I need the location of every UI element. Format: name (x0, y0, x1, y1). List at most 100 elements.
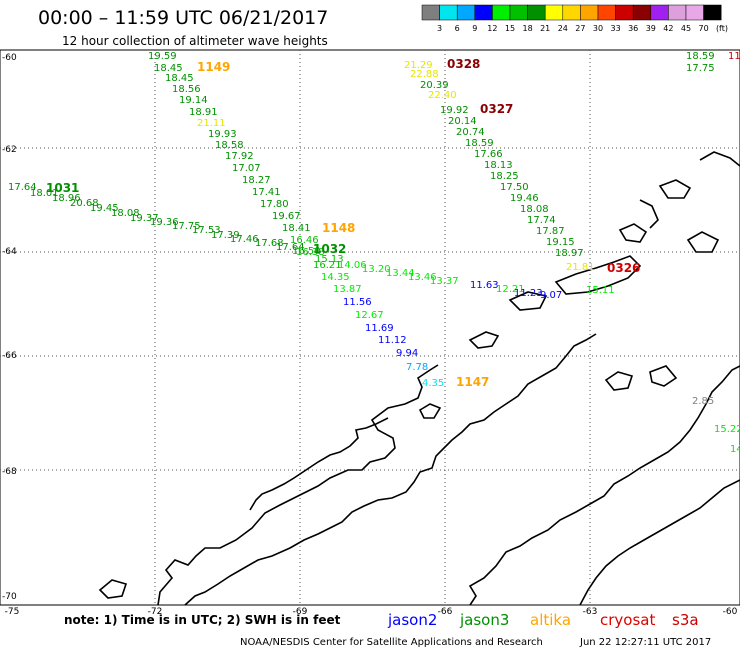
colorbar-swatch (632, 4, 652, 21)
wave-height-label: 15.13 (315, 254, 344, 265)
wave-height-label: 18.45 (154, 63, 183, 74)
longitude-tick-labels: -75 -72 -69 -66 -63 -60 (5, 607, 738, 617)
wave-height-label: 17.64 (8, 182, 37, 193)
lon-tick-label: -66 (438, 607, 453, 617)
wave-height-label: 11 (728, 51, 740, 62)
colorbar-swatch (597, 4, 616, 21)
colorbar-swatch (492, 4, 511, 21)
wave-height-label: 17.74 (527, 215, 556, 226)
wave-height-label: 19.59 (148, 51, 177, 62)
pass-time-label: 0327 (480, 102, 513, 116)
wave-height-label: 18.13 (484, 160, 513, 171)
lat-tick-label: -66 (2, 351, 17, 361)
lon-tick-label: -69 (293, 607, 308, 617)
satellite-legend-item: cryosat (600, 611, 655, 629)
graticule (0, 50, 740, 605)
wave-height-label: 17.64 (276, 242, 305, 253)
satellite-legend-item: altika (530, 611, 571, 629)
colorbar-swatch (456, 4, 476, 21)
wave-height-label: 17.87 (536, 226, 565, 237)
wave-height-label: 19.92 (440, 105, 469, 116)
wave-height-label: 13.20 (362, 264, 391, 275)
wave-height-label: 17.66 (474, 149, 503, 160)
colorbar-swatch (650, 4, 669, 21)
wave-height-label: 18.41 (282, 223, 311, 234)
wave-height-label: 18.27 (242, 175, 271, 186)
colorbar-swatch (685, 4, 704, 21)
wave-height-label: 14.35 (321, 272, 350, 283)
wave-height-label: 17.50 (500, 182, 529, 193)
colorbar-label: 45 (681, 24, 691, 33)
wave-height-label: 12.21 (496, 284, 525, 295)
wave-height-label: 19.46 (510, 193, 539, 204)
wave-height-label: 17.80 (260, 199, 289, 210)
wave-height-label: 22.40 (428, 90, 457, 101)
note-text: note: 1) Time is in UTC; 2) SWH is in fe… (64, 613, 341, 627)
wave-height-label: 17.92 (225, 151, 254, 162)
lat-tick-label: -68 (2, 467, 17, 477)
wave-height-label: 19.15 (546, 237, 575, 248)
wave-height-label: 14.06 (338, 260, 367, 271)
lon-tick-label: -63 (583, 607, 598, 617)
wave-height-label: 17.53 (192, 225, 221, 236)
wave-height-label: 12.67 (355, 310, 384, 321)
wave-height-label: 19.14 (179, 95, 208, 106)
wave-height-label: 9.94 (396, 348, 418, 359)
wave-height-label: 18.25 (490, 171, 519, 182)
colorbar-swatch (439, 4, 458, 21)
colorbar-swatch (615, 4, 634, 21)
wave-height-label: 13.44 (386, 268, 415, 279)
wave-height-label: 17.41 (252, 187, 281, 198)
wave-height-colorbar: 3 6 9 12 15 18 21 24 27 30 33 36 39 42 45 70 (ft) (421, 4, 728, 33)
colorbar-swatch (527, 4, 546, 21)
wave-height-label: 17.46 (230, 234, 259, 245)
colorbar-label: 24 (558, 24, 568, 33)
wave-height-label: 16.50 (292, 246, 321, 257)
colorbar-label: 6 (455, 24, 460, 33)
wave-height-label: 21.81 (566, 262, 595, 273)
lon-tick-label: -60 (723, 607, 738, 617)
colorbar-swatch (474, 4, 493, 21)
pass-time-label: 1032 (313, 242, 346, 256)
wave-height-label: 2.85 (692, 396, 714, 407)
wave-height-label: 19.37 (130, 213, 159, 224)
colorbar-label: 9 (472, 24, 477, 33)
wave-height-label: 16.21 (313, 260, 342, 271)
colorbar-label: 39 (646, 24, 656, 33)
wave-height-label: 11.23 (514, 288, 543, 299)
pass-time-label: 0328 (447, 57, 480, 71)
wave-height-label: 16.46 (290, 235, 319, 246)
wave-height-label: 20.68 (70, 198, 99, 209)
satellite-legend-item: s3a (672, 611, 699, 629)
map-subtitle: 12 hour collection of altimeter wave hei… (62, 34, 328, 48)
wave-height-label: 11.12 (378, 335, 407, 346)
footer-agency: NOAA/NESDIS Center for Satellite Applica… (240, 637, 543, 648)
colorbar-swatch (668, 4, 687, 21)
lat-tick-label: -64 (2, 247, 17, 257)
colorbar-swatch (580, 4, 599, 21)
wave-height-label: 18.59 (686, 51, 715, 62)
wave-height-label: 17.07 (232, 163, 261, 174)
wave-height-label: 18.08 (111, 208, 140, 219)
wave-height-label: 17.75 (686, 63, 715, 74)
wave-height-label: 14 (730, 444, 740, 455)
wave-height-label: 11.63 (470, 280, 499, 291)
colorbar-label: 33 (611, 24, 621, 33)
wave-height-label: 17.75 (172, 221, 201, 232)
colorbar-swatch (544, 4, 564, 21)
lat-tick-label: -60 (2, 53, 17, 63)
wave-height-label: 18.56 (172, 84, 201, 95)
satellite-legend-item: jason2 (387, 611, 437, 629)
wave-height-label: 20.39 (420, 80, 449, 91)
wave-height-label: 13.37 (430, 276, 459, 287)
map-frame (0, 49, 740, 606)
wave-height-label: 18.97 (555, 248, 584, 259)
wave-height-label: 4.35 (422, 378, 444, 389)
wave-height-label: 9.07 (540, 290, 562, 301)
wave-height-observations: 19.5918.4518.4518.5619.1418.9121.1119.93… (8, 51, 740, 455)
map-title: 00:00 – 11:59 UTC 06/21/2017 (38, 7, 328, 29)
wave-height-label: 21.29 (404, 60, 433, 71)
colorbar-label: 70 (699, 24, 709, 33)
wave-height-label: 7.78 (406, 362, 428, 373)
